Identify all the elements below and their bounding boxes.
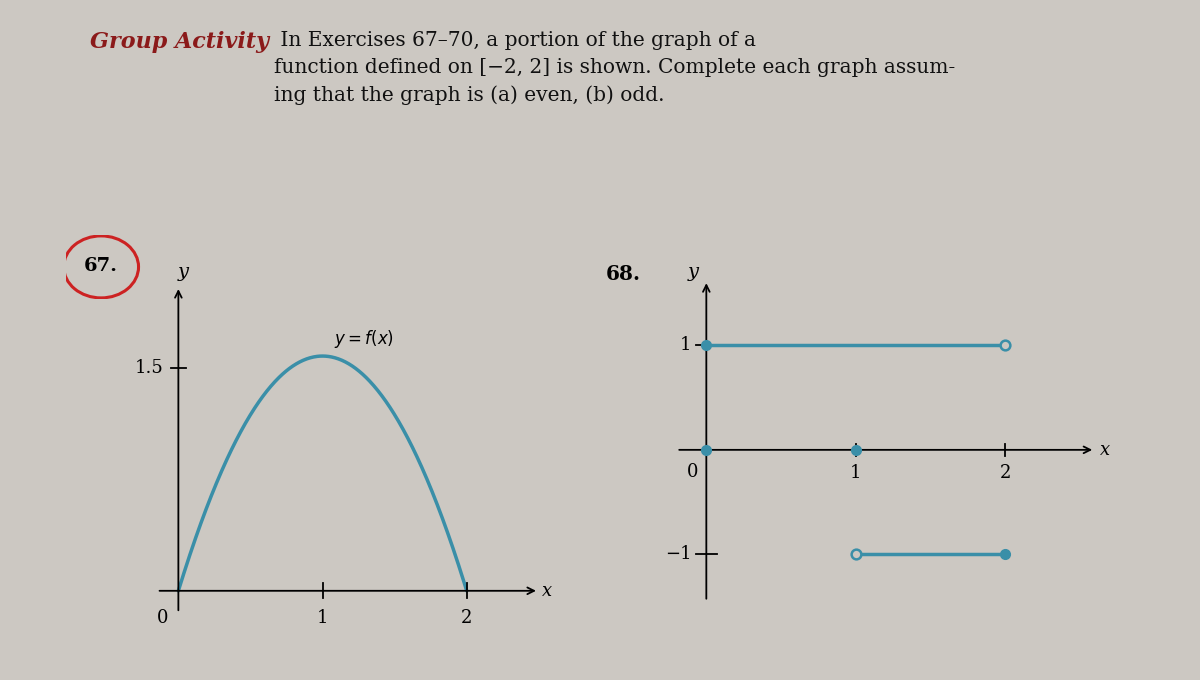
Text: 67.: 67. — [84, 256, 118, 275]
Text: y: y — [688, 263, 698, 281]
Text: y: y — [178, 263, 188, 281]
Text: $y=f(x)$: $y=f(x)$ — [334, 328, 394, 350]
Text: 68.: 68. — [606, 264, 641, 284]
Text: 2: 2 — [461, 609, 473, 627]
Text: 1.5: 1.5 — [136, 359, 164, 377]
Text: −1: −1 — [665, 545, 691, 564]
Text: 0: 0 — [688, 464, 698, 481]
Text: Group Activity: Group Activity — [90, 31, 269, 52]
Text: x: x — [1099, 441, 1110, 459]
Text: In Exercises 67–70, a portion of the graph of a
function defined on [−2, 2] is s: In Exercises 67–70, a portion of the gra… — [274, 31, 955, 105]
Text: x: x — [541, 582, 552, 600]
Text: 1: 1 — [850, 464, 862, 483]
Text: 1: 1 — [317, 609, 329, 627]
Text: 0: 0 — [157, 609, 168, 627]
Text: 1: 1 — [680, 336, 691, 354]
Text: 2: 2 — [1000, 464, 1012, 483]
